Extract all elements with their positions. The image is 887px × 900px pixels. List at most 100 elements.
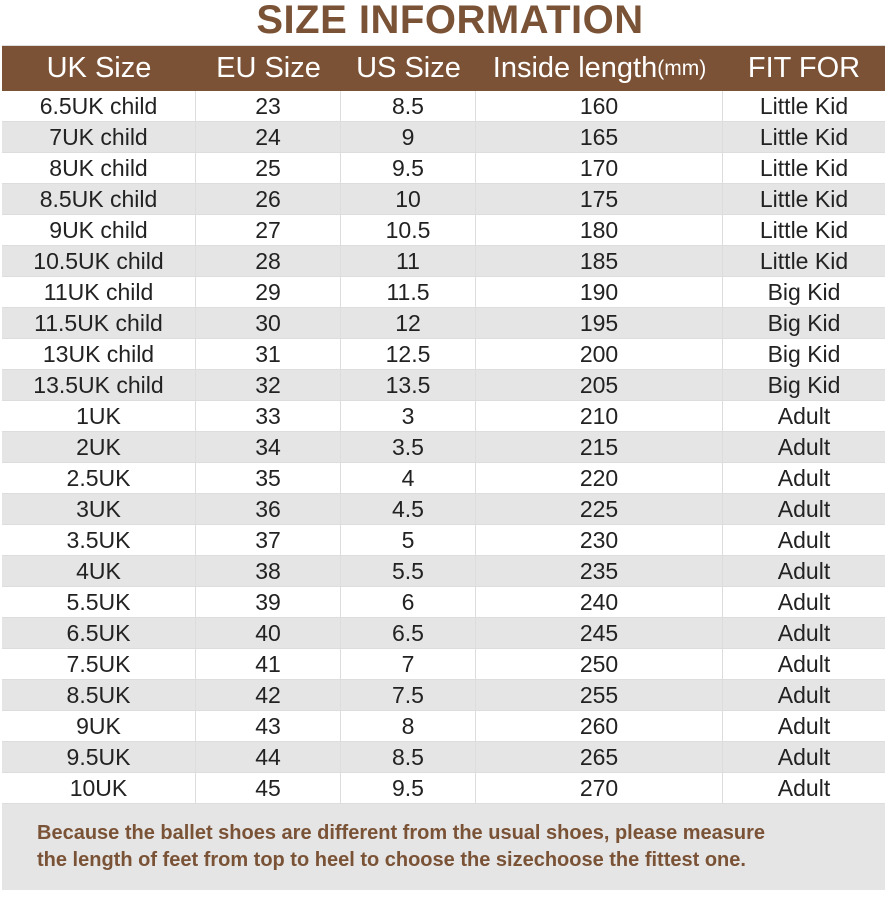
table-cell: Adult <box>777 495 831 522</box>
table-row: 4UK 38 5.5 235 Adult <box>2 556 885 587</box>
table-cell: 5.5 <box>341 556 476 586</box>
table-row: 3.5UK 37 5 230 Adult <box>2 525 885 556</box>
table-cell: 160 <box>476 91 723 121</box>
table-cell: 11.5UK child <box>2 308 196 338</box>
table-cell: 2UK <box>2 432 196 462</box>
table-cell: 9UK child <box>2 215 196 245</box>
table-cell: 32 <box>196 370 341 400</box>
table-cell: Adult <box>777 619 831 646</box>
table-cell: 34 <box>196 432 341 462</box>
table-cell: 13UK child <box>2 339 196 369</box>
table-cell: 41 <box>196 649 341 679</box>
header-cell: EU Size <box>216 52 321 84</box>
table-cell: 180 <box>476 215 723 245</box>
table-cell: 175 <box>476 184 723 214</box>
table-cell: Little Kid <box>759 154 849 181</box>
table-row: 13.5UK child 32 13.5 205 Big Kid <box>2 370 885 401</box>
table-cell: Big Kid <box>767 309 841 336</box>
table-cell: 210 <box>476 401 723 431</box>
table-cell: 165 <box>476 122 723 152</box>
note: Because the ballet shoes are different f… <box>2 804 885 890</box>
table-cell: 10.5UK child <box>2 246 196 276</box>
table-cell: Adult <box>777 712 831 739</box>
table-cell: 220 <box>476 463 723 493</box>
table-cell: 12 <box>341 308 476 338</box>
table-cell: Little Kid <box>759 185 849 212</box>
table-cell: 13.5UK child <box>2 370 196 400</box>
table-row: 2.5UK 35 4 220 Adult <box>2 463 885 494</box>
table-cell: 33 <box>196 401 341 431</box>
table-row: 7.5UK 41 7 250 Adult <box>2 649 885 680</box>
table-cell: 260 <box>476 711 723 741</box>
table-cell: Adult <box>777 402 831 429</box>
table-cell: 23 <box>196 91 341 121</box>
table-cell: 44 <box>196 742 341 772</box>
table-cell: Adult <box>777 526 831 553</box>
table-row: 7UK child 24 9 165 Little Kid <box>2 122 885 153</box>
table-cell: 39 <box>196 587 341 617</box>
size-table: UK Size EU Size US Size Inside length (mm) FI… <box>2 45 885 804</box>
table-cell: 8.5 <box>341 91 476 121</box>
table-cell: Adult <box>777 557 831 584</box>
table-cell: Adult <box>777 464 831 491</box>
table-cell: 6.5 <box>341 618 476 648</box>
table-cell: 9 <box>341 122 476 152</box>
table-cell: 5.5UK <box>2 587 196 617</box>
title: SIZE INFORMATION <box>256 0 644 42</box>
table-cell: 29 <box>196 277 341 307</box>
table-cell: 230 <box>476 525 723 555</box>
table-cell: 3UK <box>2 494 196 524</box>
table-cell: 36 <box>196 494 341 524</box>
table-cell: 255 <box>476 680 723 710</box>
table-cell: Adult <box>777 650 831 677</box>
table-cell: 38 <box>196 556 341 586</box>
table-cell: 11.5 <box>341 277 476 307</box>
table-row: 11.5UK child 30 12 195 Big Kid <box>2 308 885 339</box>
table-cell: 13.5 <box>341 370 476 400</box>
table-cell: 2.5UK <box>2 463 196 493</box>
table-row: 9.5UK 44 8.5 265 Adult <box>2 742 885 773</box>
header-text: Inside length <box>492 52 658 84</box>
header-cell: FIT FOR <box>747 52 861 84</box>
table-cell: Big Kid <box>767 340 841 367</box>
table-row: 10UK 45 9.5 270 Adult <box>2 773 885 804</box>
table-cell: 37 <box>196 525 341 555</box>
table-cell: 250 <box>476 649 723 679</box>
header-cell: Inside length (mm) <box>476 46 723 91</box>
header-unit: (mm) <box>657 56 707 80</box>
table-cell: 31 <box>196 339 341 369</box>
table-cell: Adult <box>777 588 831 615</box>
table-cell: 205 <box>476 370 723 400</box>
table-cell: 7.5 <box>341 680 476 710</box>
table-cell: 185 <box>476 246 723 276</box>
table-cell: 170 <box>476 153 723 183</box>
table-row: 2UK 34 3.5 215 Adult <box>2 432 885 463</box>
table-cell: 10 <box>341 184 476 214</box>
table-row: 6.5UK child 23 8.5 160 Little Kid <box>2 91 885 122</box>
table-row: 8UK child 25 9.5 170 Little Kid <box>2 153 885 184</box>
table-cell: 40 <box>196 618 341 648</box>
table-cell: Big Kid <box>767 371 841 398</box>
table-cell: 235 <box>476 556 723 586</box>
table-cell: 11UK child <box>2 277 196 307</box>
table-row: 8.5UK child 26 10 175 Little Kid <box>2 184 885 215</box>
table-cell: 8 <box>341 711 476 741</box>
table-cell: 35 <box>196 463 341 493</box>
table-cell: 225 <box>476 494 723 524</box>
table-cell: 7 <box>341 649 476 679</box>
table-cell: 26 <box>196 184 341 214</box>
table-cell: 7UK child <box>2 122 196 152</box>
table-cell: 12.5 <box>341 339 476 369</box>
table-row: 3UK 36 4.5 225 Adult <box>2 494 885 525</box>
table-cell: 265 <box>476 742 723 772</box>
table-cell: 25 <box>196 153 341 183</box>
table-cell: 42 <box>196 680 341 710</box>
table-cell: 3.5UK <box>2 525 196 555</box>
table-cell: 200 <box>476 339 723 369</box>
table-cell: 3 <box>341 401 476 431</box>
table-cell: 215 <box>476 432 723 462</box>
table-cell: 5 <box>341 525 476 555</box>
table-cell: 6.5UK child <box>2 91 196 121</box>
table-row: 5.5UK 39 6 240 Adult <box>2 587 885 618</box>
